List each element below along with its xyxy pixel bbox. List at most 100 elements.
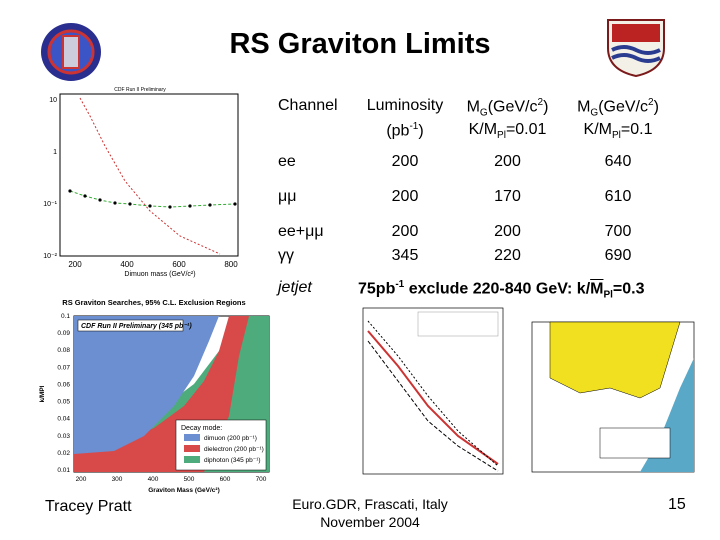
venue: Euro.GDR, Frascati, Italy [292, 496, 448, 512]
y-tick-label: 10⁻² [43, 253, 57, 260]
x-tick-label: 500 [184, 476, 195, 483]
text-segment: K/M [583, 121, 612, 138]
table-header-cell: MG(GeV/c2) [455, 97, 560, 119]
text-segment: ) [653, 98, 659, 116]
x-tick-label: 700 [256, 476, 267, 483]
table-cell: 200 [494, 153, 521, 170]
text-segment: M [590, 280, 604, 298]
legend-swatch [184, 434, 200, 441]
table-header-cell: Channel [278, 97, 353, 115]
text-segment: -1 [409, 121, 419, 132]
table-cell: 200 [391, 153, 419, 170]
legend-label: dielectron (200 pb⁻¹) [204, 446, 264, 453]
text-segment: =0.1 [620, 121, 653, 138]
text-segment: K/M [468, 121, 498, 138]
table-header-cell: K/MPl=0.01 [455, 121, 560, 141]
legend-swatch [184, 456, 200, 463]
table-cell: jetjet [278, 279, 312, 296]
table-cell: ee [278, 153, 296, 170]
plot-box-label: CDF Run II Preliminary (345 pb⁻¹) [81, 323, 192, 330]
x-tick-label: 200 [76, 476, 87, 483]
table-cell: 220 [494, 247, 521, 264]
jetjet-note: 75pb-1 exclude 220-840 GeV: k/MPl=0.3 [358, 279, 645, 301]
table-cell: 640 [604, 153, 632, 170]
y-tick-label: 0.04 [57, 416, 70, 423]
slide-title: RS Graviton Limits [229, 28, 491, 60]
y-tick-label: 0.06 [57, 381, 70, 388]
table-cell: 200 [494, 223, 521, 240]
legend-swatch [184, 445, 200, 452]
y-tick-label: 0.01 [57, 467, 70, 474]
table-cell: γγ [278, 247, 294, 264]
y-tick-label: 10 [49, 97, 57, 104]
text-segment: -1 [395, 279, 405, 290]
y-tick-label: 0.08 [57, 347, 70, 354]
y-tick-label: 0.05 [57, 399, 70, 406]
table-cell: 200 [391, 223, 419, 240]
table-cell: 345 [391, 247, 419, 264]
text-segment: G [590, 107, 599, 119]
y-tick-label: 0.03 [57, 433, 70, 440]
text-segment: (GeV/c [487, 98, 538, 116]
x-tick-label: 400 [120, 260, 134, 269]
plot-exclusion: CDF Run II Preliminary (345 pb⁻¹) Decay … [39, 298, 270, 494]
text-segment: ) [418, 122, 424, 140]
text-segment: ) [543, 98, 549, 116]
table-cell: 200 [391, 188, 419, 205]
logo-right [607, 19, 665, 78]
text-segment: =0.3 [612, 280, 645, 298]
x-axis-label: Dimuon mass (GeV/c²) [124, 271, 195, 278]
text-segment: (pb [386, 122, 410, 140]
x-axis-label: Graviton Mass (GeV/c²) [148, 487, 220, 494]
text-segment: 2 [537, 97, 544, 108]
x-tick-label: 300 [112, 476, 123, 483]
text-segment: Pl [497, 130, 506, 142]
svg-text:CDF Run II Preliminary: CDF Run II Preliminary [114, 87, 166, 93]
date: November 2004 [320, 514, 420, 530]
table-cell: ee+μμ [278, 223, 324, 240]
x-tick-label: 200 [68, 260, 82, 269]
y-tick-label: 0.02 [57, 450, 70, 457]
text-segment: 75pb [358, 280, 396, 298]
text-segment: (GeV/c [598, 98, 648, 116]
table-cell: 170 [494, 188, 521, 205]
text-segment: M [577, 98, 591, 116]
table-header-cell: (pb-1) [355, 121, 455, 140]
table-header-cell: MG(GeV/c2) [562, 97, 674, 119]
table-cell: 700 [604, 223, 632, 240]
x-tick-label: 600 [220, 476, 231, 483]
plot-title: RS Graviton Searches, 95% C.L. Exclusion… [62, 298, 245, 307]
y-tick-label: 10⁻¹ [43, 201, 57, 208]
text-segment: M [466, 98, 480, 116]
legend-label: diphoton (345 pb⁻¹) [204, 457, 261, 464]
author: Tracey Pratt [45, 498, 132, 515]
table-cell: 690 [604, 247, 632, 264]
table-header-cell: K/MPl=0.1 [562, 121, 674, 141]
text-segment: Pl [603, 289, 613, 301]
table-header-cell: Luminosity [355, 97, 455, 115]
text-segment: Pl [611, 130, 621, 142]
legend-label: dimuon (200 pb⁻¹) [204, 435, 257, 442]
text-segment: Luminosity [366, 97, 444, 114]
table-cell: 610 [604, 188, 632, 205]
legend-title: Decay mode: [181, 425, 222, 432]
logo-left [41, 23, 101, 81]
y-tick-label: 0.07 [57, 364, 70, 371]
text-segment: =0.01 [505, 121, 547, 138]
x-tick-label: 800 [224, 260, 238, 269]
text-segment: exclude 220-840 GeV: k/ [404, 280, 591, 298]
page-number: 15 [668, 496, 686, 513]
y-tick-label: 1 [53, 149, 57, 156]
plot-dimuon: CDF Run II Preliminary 200 400 600 800 10 1 10… [30, 86, 250, 278]
y-tick-label: 0.1 [61, 313, 70, 320]
y-axis-label: k/MPl [39, 385, 46, 402]
text-segment: Channel [278, 97, 338, 114]
x-tick-label: 600 [172, 260, 186, 269]
plot-jetjet [510, 318, 700, 492]
y-tick-label: 0.09 [57, 330, 70, 337]
text-segment: 2 [648, 97, 654, 108]
table-cell: μμ [278, 188, 297, 205]
x-tick-label: 400 [148, 476, 159, 483]
plot-diphoton [338, 296, 508, 494]
